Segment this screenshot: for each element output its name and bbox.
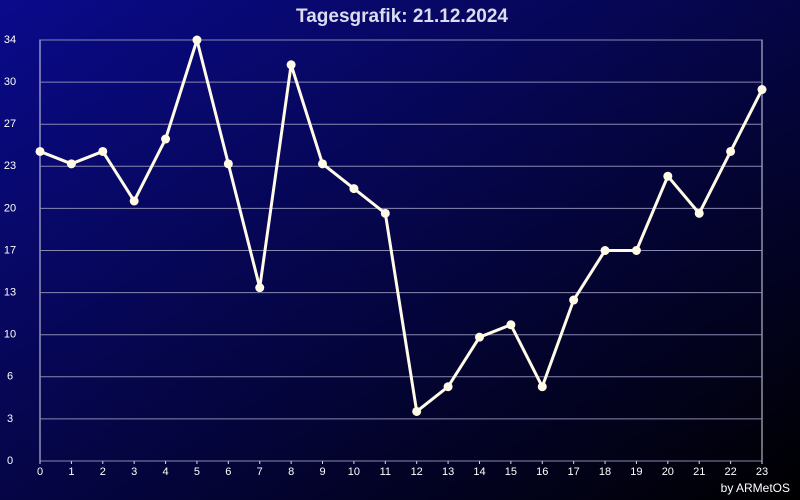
x-tick-label: 7 [257, 466, 263, 478]
point [161, 134, 171, 144]
x-tick-label: 5 [194, 466, 200, 478]
point [474, 332, 484, 342]
point [255, 283, 265, 293]
point [223, 159, 233, 169]
y-tick-label: 6 [7, 371, 13, 383]
y-tick-label: 20 [4, 202, 16, 214]
x-tick-label: 22 [724, 466, 736, 478]
x-tick-label: 1 [68, 466, 74, 478]
x-tick-label: 11 [380, 466, 391, 478]
point [569, 295, 579, 305]
x-tick-label: 9 [319, 466, 325, 478]
x-tick-label: 12 [411, 466, 423, 478]
point [663, 171, 673, 181]
x-tick-label: 21 [693, 466, 705, 478]
x-tick-label: 6 [225, 466, 231, 478]
x-tick-label: 23 [756, 466, 768, 478]
line [39, 38, 764, 413]
point [631, 246, 641, 255]
x-tick-label: 8 [288, 466, 294, 478]
x-tick-label: 14 [473, 466, 485, 478]
point [537, 382, 547, 392]
x-tick-label: 19 [630, 466, 642, 478]
point [98, 146, 108, 156]
point [506, 320, 516, 330]
x-tick-label: 4 [163, 466, 169, 478]
y-tick-label: 13 [4, 287, 16, 299]
y-tick-label: 27 [4, 118, 16, 130]
point [66, 159, 76, 169]
point [726, 146, 736, 156]
y-tick-label: 0 [7, 455, 13, 467]
x-tick-label: 10 [348, 466, 360, 478]
point [349, 184, 359, 194]
x-tick-label: 0 [37, 466, 43, 478]
y-tick-label: 34 [4, 34, 16, 46]
point [443, 382, 453, 392]
x-tick-label: 13 [442, 466, 454, 478]
point [35, 146, 45, 156]
x-tick-label: 15 [505, 466, 517, 478]
x-tick-label: 18 [599, 466, 611, 478]
credit: by ARMetOS [721, 481, 790, 495]
point [286, 60, 296, 70]
point [192, 35, 202, 45]
point [694, 208, 704, 218]
point [129, 196, 139, 206]
point [757, 85, 767, 95]
point [600, 246, 610, 255]
chart-title: Tagesgrafik: 21.12.2024 [296, 6, 508, 27]
x-tick-label: 16 [536, 466, 548, 478]
point [318, 159, 328, 169]
y-tick-label: 30 [4, 76, 16, 88]
y-tick-label: 17 [4, 244, 16, 256]
y-tick-label: 23 [4, 160, 16, 172]
x-tick-label: 3 [131, 466, 137, 478]
y-tick-label: 10 [4, 329, 16, 341]
x-tick-label: 2 [100, 466, 106, 478]
x-tick-label: 20 [662, 466, 674, 478]
y-tick-label: 3 [7, 413, 13, 425]
x-tick-label: 17 [568, 466, 580, 478]
point [412, 406, 422, 416]
point [380, 208, 390, 218]
